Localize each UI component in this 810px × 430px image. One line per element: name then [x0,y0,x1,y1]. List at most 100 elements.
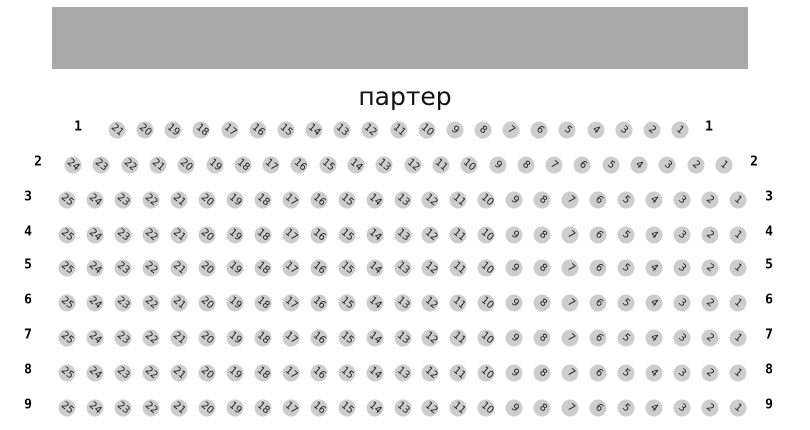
seat[interactable]: 15 [338,399,355,417]
seat[interactable]: 10 [477,399,495,417]
seat[interactable]: 11 [449,329,467,347]
seat[interactable]: 24 [86,399,104,417]
seat[interactable]: 15 [277,121,295,139]
seat[interactable]: 24 [86,329,104,347]
seat[interactable]: 22 [121,156,138,174]
seat[interactable]: 3 [673,294,691,312]
seat[interactable]: 6 [589,294,607,312]
seat[interactable]: 10 [418,121,435,139]
seat[interactable]: 23 [114,226,132,244]
seat[interactable]: 7 [545,156,563,174]
seat[interactable]: 16 [249,121,266,139]
seat[interactable]: 12 [404,156,421,174]
seat[interactable]: 4 [645,364,663,382]
seat[interactable]: 5 [617,294,635,312]
seat[interactable]: 23 [92,156,110,174]
seat[interactable]: 22 [142,364,160,382]
seat[interactable]: 18 [254,191,271,209]
seat[interactable]: 19 [226,259,243,277]
seat[interactable]: 23 [114,364,132,382]
seat[interactable]: 25 [58,191,76,209]
seat[interactable]: 9 [505,294,523,312]
seat[interactable]: 25 [58,226,76,244]
seat[interactable]: 1 [729,399,747,417]
seat[interactable]: 16 [310,226,327,244]
seat[interactable]: 16 [310,259,327,277]
seat[interactable]: 13 [375,156,393,174]
seat[interactable]: 16 [310,191,327,209]
seat[interactable]: 21 [170,329,188,347]
seat[interactable]: 3 [673,191,691,209]
seat[interactable]: 21 [170,294,188,312]
seat[interactable]: 8 [533,364,551,382]
seat[interactable]: 7 [561,364,579,382]
seat[interactable]: 1 [671,121,689,139]
seat[interactable]: 19 [226,191,243,209]
seat[interactable]: 19 [226,294,243,312]
seat[interactable]: 8 [533,259,551,277]
seat[interactable]: 8 [533,399,551,417]
seat[interactable]: 4 [630,156,648,174]
seat[interactable]: 13 [394,259,411,277]
seat[interactable]: 5 [617,399,635,417]
seat[interactable]: 16 [310,329,327,347]
seat[interactable]: 2 [701,191,719,209]
seat[interactable]: 10 [477,294,495,312]
seat[interactable]: 7 [561,329,579,347]
seat[interactable]: 2 [687,156,705,174]
seat[interactable]: 14 [366,329,383,347]
seat[interactable]: 22 [142,226,160,244]
seat[interactable]: 8 [533,329,551,347]
seat[interactable]: 2 [701,259,719,277]
seat[interactable]: 6 [589,191,607,209]
seat[interactable]: 15 [319,156,336,174]
seat[interactable]: 14 [366,226,383,244]
seat[interactable]: 19 [226,329,243,347]
seat[interactable]: 13 [333,121,351,139]
seat[interactable]: 20 [198,329,216,347]
seat[interactable]: 9 [505,329,523,347]
seat[interactable]: 3 [658,156,676,174]
seat[interactable]: 3 [615,121,633,139]
seat[interactable]: 8 [533,191,551,209]
seat[interactable]: 24 [86,191,104,209]
seat[interactable]: 15 [338,364,355,382]
seat[interactable]: 21 [170,259,188,277]
seat[interactable]: 11 [449,226,467,244]
seat[interactable]: 7 [561,226,579,244]
seat[interactable]: 10 [477,329,495,347]
seat[interactable]: 12 [421,226,439,244]
seat[interactable]: 6 [589,226,607,244]
seat[interactable]: 17 [282,329,299,347]
seat[interactable]: 9 [446,121,464,139]
seat[interactable]: 18 [192,121,210,139]
seat[interactable]: 9 [505,399,523,417]
seat[interactable]: 1 [729,191,747,209]
seat[interactable]: 14 [347,156,365,174]
seat[interactable]: 14 [366,364,383,382]
seat[interactable]: 11 [449,259,467,277]
seat[interactable]: 12 [361,121,379,139]
seat[interactable]: 17 [282,191,299,209]
seat[interactable]: 23 [114,294,132,312]
seat[interactable]: 1 [715,156,733,174]
seat[interactable]: 4 [645,226,663,244]
seat[interactable]: 11 [449,399,467,417]
seat[interactable]: 3 [673,364,691,382]
seat[interactable]: 21 [170,226,188,244]
seat[interactable]: 8 [474,121,492,139]
seat[interactable]: 16 [310,399,327,417]
seat[interactable]: 12 [421,399,439,417]
seat[interactable]: 20 [198,191,216,209]
seat[interactable]: 16 [310,364,327,382]
seat[interactable]: 12 [421,294,439,312]
seat[interactable]: 18 [254,259,271,277]
seat[interactable]: 15 [338,259,355,277]
seat[interactable]: 2 [643,121,661,139]
seat[interactable]: 20 [198,364,216,382]
seat[interactable]: 13 [394,191,411,209]
seat[interactable]: 22 [142,259,160,277]
seat[interactable]: 14 [366,294,383,312]
seat[interactable]: 13 [394,364,411,382]
seat[interactable]: 20 [198,399,216,417]
